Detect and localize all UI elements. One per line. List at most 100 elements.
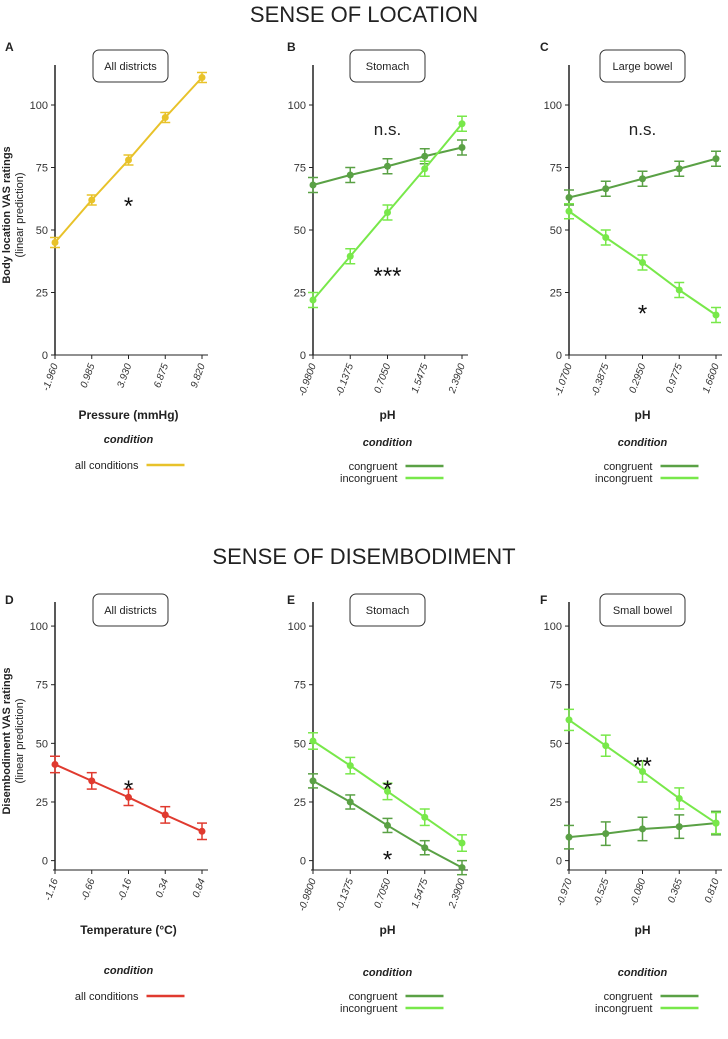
panel-title-box xyxy=(599,49,686,83)
significance-marker: * xyxy=(124,776,133,803)
y-tick-label: 25 xyxy=(294,288,306,300)
panel-title: All districts xyxy=(104,61,157,73)
data-point xyxy=(125,156,132,164)
legend-entry-label: incongruent xyxy=(340,473,398,485)
data-point xyxy=(675,823,683,831)
x-axis-label: Pressure (mmHg) xyxy=(78,408,178,422)
panel-title-box xyxy=(92,593,169,627)
data-point xyxy=(458,120,466,128)
panels: A All districts 0 25 50 75 100 -1.960 0.985 3.930… xyxy=(1,40,722,1015)
data-point xyxy=(458,144,466,151)
data-point xyxy=(309,296,317,304)
legend-title: condition xyxy=(618,967,668,979)
section-title-disembodiment: SENSE OF DISEMBODIMENT xyxy=(212,544,515,569)
data-point xyxy=(51,760,59,768)
y-axis-sublabel: (linear prediction) xyxy=(14,699,26,784)
x-tick-label: -0.970 xyxy=(555,877,575,908)
x-tick-label: -1.16 xyxy=(43,877,61,903)
x-tick-label: 2.3900 xyxy=(447,362,468,396)
legend-title: condition xyxy=(363,967,413,979)
series-congruent xyxy=(308,773,467,876)
y-tick-label: 50 xyxy=(294,738,306,750)
x-tick-label: 0.810 xyxy=(703,877,722,905)
data-point xyxy=(88,196,96,204)
x-tick-label: -0.080 xyxy=(628,877,648,908)
data-point xyxy=(639,259,646,266)
x-tick-label: -0.9800 xyxy=(297,362,319,398)
data-point xyxy=(88,777,96,785)
panel-letter-a: A xyxy=(5,40,14,54)
x-tick-label: -0.1375 xyxy=(334,362,356,398)
data-point xyxy=(198,74,206,81)
data-point xyxy=(309,181,317,189)
data-point xyxy=(51,239,59,246)
legend-title: condition xyxy=(104,434,154,446)
panel-d: D All districts 0 25 50 75 100 -1.16 -0.66 -0.16 0… xyxy=(1,593,208,1003)
x-tick-label: 1.5475 xyxy=(410,362,431,395)
x-tick-label: 1.5475 xyxy=(410,877,431,910)
data-point xyxy=(346,171,354,179)
panel-letter-c: C xyxy=(540,40,549,54)
x-tick-label: 0.84 xyxy=(191,877,208,899)
legend-entry-label: congruent xyxy=(604,991,653,1003)
legend-entry-label: incongruent xyxy=(595,473,653,485)
panel-title: Stomach xyxy=(366,605,409,617)
y-tick-label: 25 xyxy=(550,797,562,809)
y-tick-label: 25 xyxy=(36,288,48,300)
y-tick-label: 75 xyxy=(550,680,562,692)
series-incongruent xyxy=(308,732,467,852)
legend-entry-label: all conditions xyxy=(75,991,139,1003)
panel-letter-f: F xyxy=(540,593,547,607)
legend: condition all conditions xyxy=(75,965,185,1003)
y-axis-label: Disembodiment VAS ratings xyxy=(1,667,13,814)
y-tick-label: 25 xyxy=(294,797,306,809)
y-tick-label: 50 xyxy=(550,225,562,237)
y-tick-label: 100 xyxy=(30,621,48,633)
x-tick-label: -0.16 xyxy=(116,877,134,903)
legend-entry-label: congruent xyxy=(349,461,398,473)
panel-letter-b: B xyxy=(287,40,296,54)
y-tick-label: 75 xyxy=(294,163,306,175)
panel-f: F Small bowel 0 25 50 75 100 -0.970 -0.525 -0.080… xyxy=(540,593,722,1015)
data-point xyxy=(384,209,391,216)
legend-entry-label: incongruent xyxy=(595,1003,653,1015)
y-tick-label: 100 xyxy=(544,621,562,633)
legend: condition all conditions xyxy=(75,434,185,472)
y-axis-sublabel: (linear prediction) xyxy=(14,173,26,258)
x-tick-label: 9.820 xyxy=(189,362,208,390)
data-point xyxy=(602,830,610,838)
legend-title: condition xyxy=(618,437,668,449)
series-all-conditions xyxy=(50,71,207,249)
data-point xyxy=(675,794,683,802)
significance-marker: * xyxy=(124,193,133,220)
y-tick-label: 50 xyxy=(36,225,48,237)
significance-marker: * xyxy=(638,301,647,328)
legend-entry-label: all conditions xyxy=(75,460,139,472)
y-tick-label: 50 xyxy=(36,738,48,750)
data-point xyxy=(346,252,354,260)
data-point xyxy=(421,165,429,173)
data-point xyxy=(421,844,429,852)
y-tick-label: 0 xyxy=(42,350,48,362)
panel-title-box xyxy=(599,593,686,627)
ns-marker: n.s. xyxy=(629,120,656,139)
panel-b: B Stomach 0 25 50 75 100 -0.9800 -0.1375 0.7050 1.… xyxy=(287,40,468,485)
x-tick-label: 6.875 xyxy=(152,362,171,390)
series-incongruent xyxy=(564,203,721,324)
data-point xyxy=(458,864,466,872)
y-tick-label: 100 xyxy=(288,100,306,112)
data-point xyxy=(421,152,429,160)
legend-entry-label: incongruent xyxy=(340,1003,398,1015)
y-tick-label: 25 xyxy=(550,288,562,300)
legend-entry-label: congruent xyxy=(604,461,653,473)
x-axis-label: pH xyxy=(635,923,651,937)
panel-title: Small bowel xyxy=(613,605,672,617)
panel-c: C Large bowel 0 25 50 75 100 -1.0700 -0.3875 0.29… xyxy=(540,40,722,485)
significance-marker: ** xyxy=(633,753,652,780)
x-axis-label: pH xyxy=(380,408,396,422)
y-tick-label: 100 xyxy=(544,100,562,112)
legend-title: condition xyxy=(363,437,413,449)
